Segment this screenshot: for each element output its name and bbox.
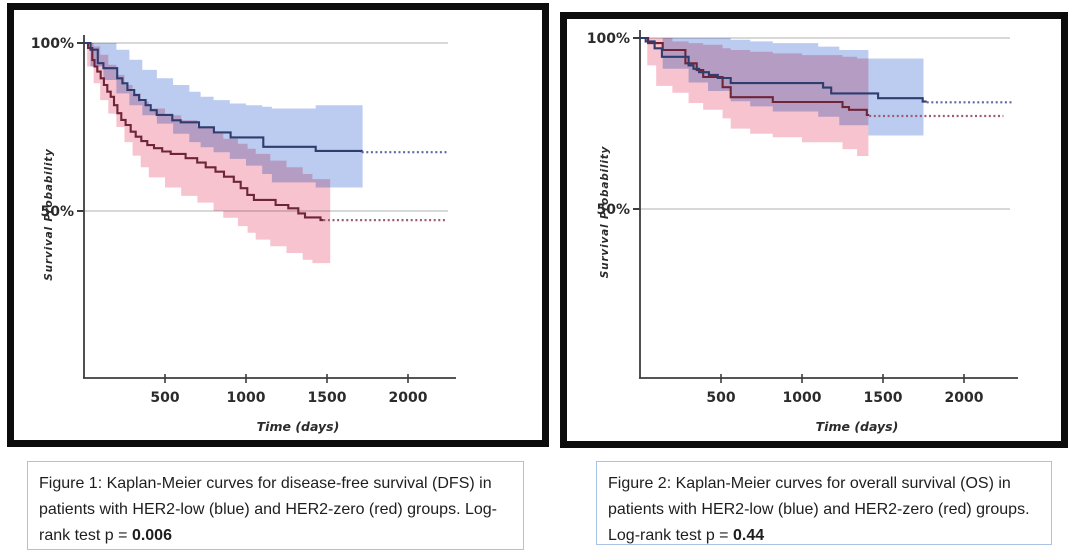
- os-caption-p-value: 0.44: [732, 527, 765, 544]
- svg-text:1000: 1000: [783, 390, 822, 406]
- svg-text:50%: 50%: [40, 204, 74, 220]
- svg-text:1500: 1500: [308, 390, 347, 406]
- os-panel-frame: 500 1000 1500 2000 100% 50% Time (days) Surviva…: [560, 12, 1068, 448]
- dfs-caption-text: Figure 1: Kaplan-Meier curves for diseas…: [39, 475, 497, 544]
- svg-text:2000: 2000: [945, 390, 984, 406]
- os-caption-text: Figure 2: Kaplan-Meier curves for overal…: [608, 475, 1030, 544]
- svg-text:500: 500: [150, 390, 179, 406]
- svg-text:Survival Probability: Survival Probability: [43, 148, 55, 281]
- svg-text:100%: 100%: [587, 31, 630, 47]
- dfs-panel-frame: 500 1000 1500 2000 100% 50% Time (days) Surviva…: [7, 3, 549, 447]
- svg-text:1500: 1500: [864, 390, 903, 406]
- svg-text:500: 500: [706, 390, 735, 406]
- svg-text:Survival Probability: Survival Probability: [599, 145, 611, 278]
- dfs-caption-p-value: 0.006: [131, 527, 172, 544]
- km-chart-dfs: 500 1000 1500 2000 100% 50% Time (days) Surviva…: [31, 35, 456, 434]
- svg-text:1000: 1000: [227, 390, 266, 406]
- svg-text:50%: 50%: [596, 202, 630, 218]
- svg-text:Time (days): Time (days): [257, 419, 340, 434]
- svg-text:Time (days): Time (days): [816, 419, 899, 434]
- os-caption: Figure 2: Kaplan-Meier curves for overal…: [596, 461, 1052, 545]
- svg-text:2000: 2000: [389, 390, 428, 406]
- km-chart-os: 500 1000 1500 2000 100% 50% Time (days) Surviva…: [587, 30, 1018, 434]
- dfs-caption: Figure 1: Kaplan-Meier curves for diseas…: [27, 461, 524, 550]
- svg-text:100%: 100%: [31, 36, 74, 52]
